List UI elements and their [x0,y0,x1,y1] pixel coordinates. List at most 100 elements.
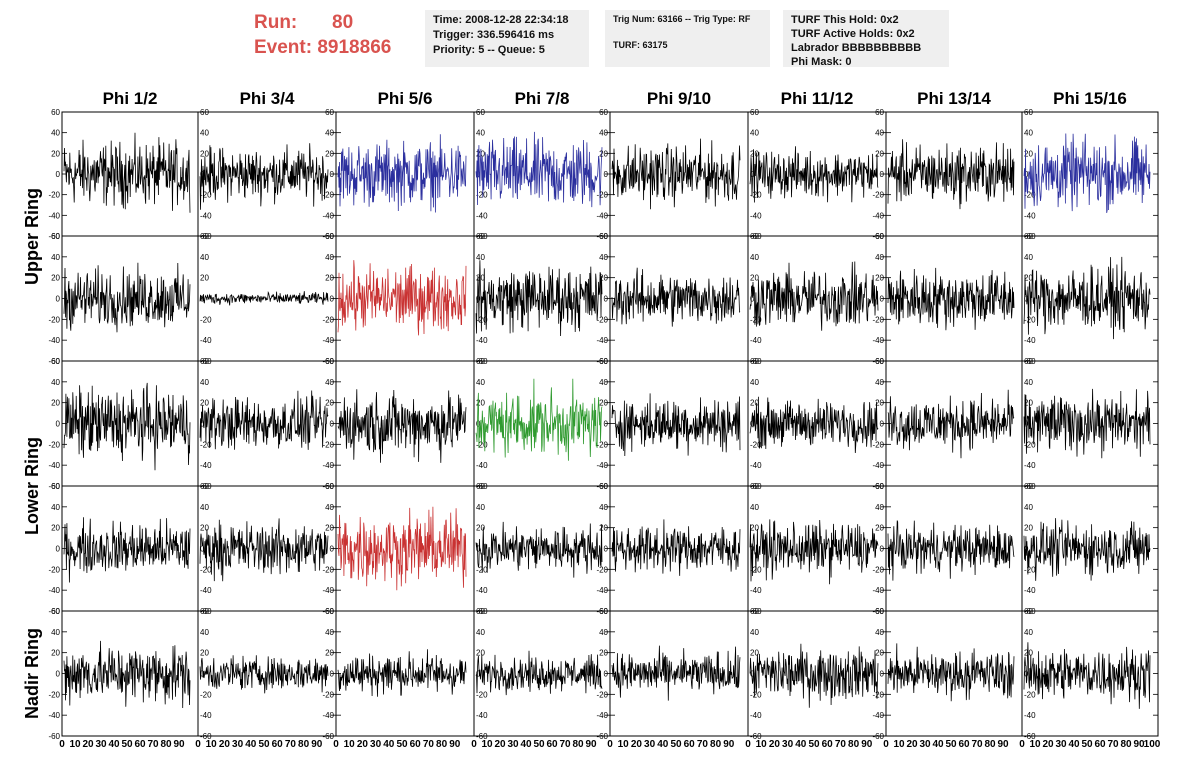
y-tick-label: 60 [200,108,209,117]
y-tick-label: -20 [476,440,488,449]
y-tick-label: 40 [476,253,485,262]
y-tick-label: -20 [750,690,762,699]
ring-label: Nadir Ring [22,628,42,719]
waveform-trace [1023,518,1151,581]
y-tick-label: -40 [476,336,488,345]
waveform-trace [199,655,329,694]
waveform-trace [199,390,329,450]
waveform-trace [749,261,879,331]
time-info-box: Time: 2008-12-28 22:34:18 Trigger: 336.5… [425,10,589,67]
y-tick-label: 60 [750,232,759,241]
y-tick-label: 20 [750,149,759,158]
x-tick-label: 70 [423,739,435,750]
y-tick-label: 20 [51,649,60,658]
y-tick-label: 0 [56,420,61,429]
x-tick-label: 70 [559,739,571,750]
labrador-text: Labrador BBBBBBBBBB [791,42,922,54]
waveform-trace [63,640,191,709]
waveform-trace [475,131,603,208]
run-event-header: Run: 80 Event: 8918866 [254,10,391,60]
y-tick-label: 0 [200,420,205,429]
x-tick-label: 20 [1042,739,1054,750]
y-tick-label: 40 [750,628,759,637]
y-tick-label: -40 [1024,336,1036,345]
y-tick-label: -40 [322,461,334,470]
y-tick-label: -40 [48,336,60,345]
y-tick-label: 60 [476,357,485,366]
y-tick-label: 20 [875,649,884,658]
x-tick-label: 50 [1081,739,1093,750]
y-tick-label: 0 [604,545,609,554]
y-tick-label: -60 [872,732,884,741]
y-tick-label: -40 [750,336,762,345]
y-tick-label: -20 [596,191,608,200]
y-tick-label: -20 [48,315,60,324]
x-tick-label: 30 [782,739,794,750]
y-tick-label: 60 [325,108,334,117]
x-tick-label: 70 [835,739,847,750]
y-tick-label: -40 [596,711,608,720]
y-tick-label: 60 [200,482,209,491]
y-tick-label: -40 [872,336,884,345]
waveform-trace [749,396,879,454]
x-tick-label: 30 [95,739,107,750]
y-tick-label: -60 [750,732,762,741]
x-tick-label: 10 [1029,739,1041,750]
y-tick-label: 60 [875,357,884,366]
y-tick-label: 0 [604,170,609,179]
x-tick-label: 50 [396,739,408,750]
y-tick-label: 20 [476,524,485,533]
y-tick-label: 60 [599,232,608,241]
y-tick-label: -20 [322,315,334,324]
x-tick-label: 10 [756,739,768,750]
y-tick-label: 40 [875,253,884,262]
y-tick-label: 20 [750,399,759,408]
y-tick-label: 20 [325,399,334,408]
waveform-trace [337,649,467,697]
y-tick-label: 60 [51,607,60,616]
y-tick-label: 60 [476,607,485,616]
y-tick-label: -20 [476,690,488,699]
waveform-trace [199,291,329,306]
ring-label: Lower Ring [22,437,42,535]
x-tick-label: 20 [82,739,94,750]
y-tick-label: -60 [596,732,608,741]
x-tick-label: 40 [245,739,257,750]
trig-num-text: Trig Num: 63166 -- Trig Type: RF [613,14,751,24]
column-title: Phi 9/10 [647,89,711,108]
y-tick-label: 20 [599,274,608,283]
y-tick-label: -20 [200,315,212,324]
y-tick-label: 60 [51,357,60,366]
x-tick-label: 90 [1133,739,1145,750]
x-tick-label: 40 [932,739,944,750]
y-tick-label: 20 [875,149,884,158]
x-tick-label: 80 [848,739,860,750]
x-tick-label: 90 [311,739,323,750]
column-title: Phi 13/14 [917,89,991,108]
x-tick-label: 30 [919,739,931,750]
y-tick-label: 40 [750,129,759,138]
waveform-trace [63,132,191,213]
turf-info-box: TURF This Hold: 0x2 TURF Active Holds: 0… [783,10,949,68]
y-tick-label: 40 [200,129,209,138]
x-tick-label: 20 [494,739,506,750]
y-tick-label: 60 [325,482,334,491]
x-tick-label: 50 [258,739,270,750]
y-tick-label: 40 [51,503,60,512]
y-tick-label: 20 [51,274,60,283]
y-tick-label: 20 [599,649,608,658]
y-tick-label: 40 [599,253,608,262]
y-tick-label: 20 [750,524,759,533]
y-tick-label: 60 [200,607,209,616]
y-tick-label: -20 [322,191,334,200]
x-tick-label: 80 [298,739,310,750]
y-tick-label: 60 [750,607,759,616]
y-tick-label: -20 [200,191,212,200]
y-tick-label: 0 [880,545,885,554]
y-tick-label: -40 [48,461,60,470]
y-tick-label: 60 [1024,232,1033,241]
y-tick-label: -40 [1024,586,1036,595]
y-tick-label: 20 [1024,524,1033,533]
y-tick-label: -60 [48,607,60,616]
x-tick-label: 30 [1055,739,1067,750]
